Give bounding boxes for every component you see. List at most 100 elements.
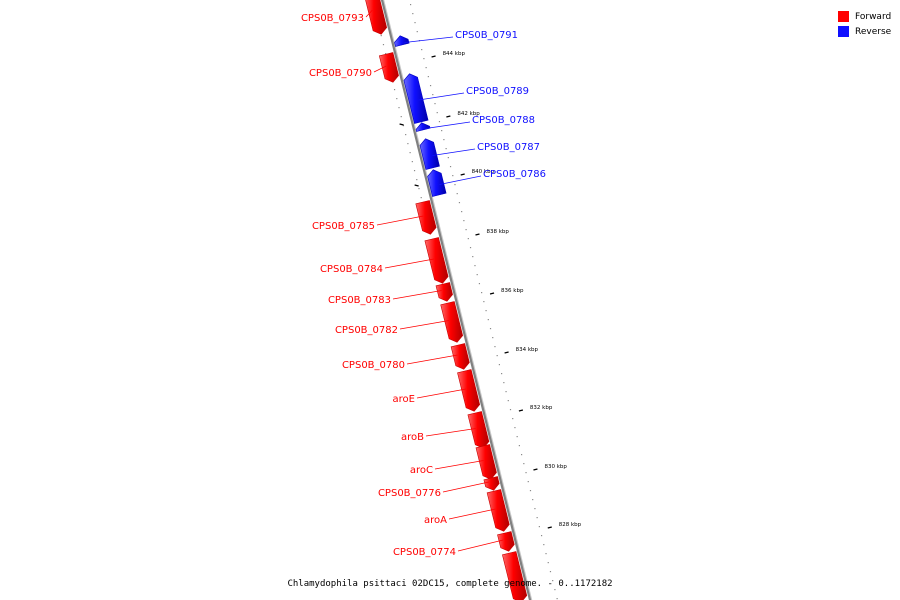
kbp-tick [518, 409, 524, 412]
tick-dot [432, 94, 434, 96]
tick-dot [496, 355, 498, 357]
gene-layer [365, 0, 528, 600]
tick-dot [449, 166, 452, 168]
kbp-tick-label: 828 kbp [559, 522, 582, 528]
tick-dot [416, 31, 418, 33]
tick-layer: 844 kbp 842 kbp 840 kbp 838 kbp 836 kbp 834 k… [370, 7, 582, 543]
tick-dot [534, 508, 536, 510]
tick-dot [409, 152, 411, 154]
kbp-tick-label: 838 kbp [486, 229, 509, 235]
minor-tick [414, 184, 419, 187]
gene-label-CPS0B_0782: CPS0B_0782 [335, 325, 398, 336]
gene-leader-line [439, 175, 482, 185]
gene-label-aroC: aroC [410, 465, 433, 476]
gene-label-CPS0B_0788: CPS0B_0788 [472, 115, 535, 126]
tick-dot [405, 134, 407, 136]
tick-dot [421, 49, 423, 51]
kbp-tick-label: 842 kbp [457, 111, 480, 117]
tick-dot [521, 454, 523, 456]
tick-dot [429, 85, 432, 87]
legend-item-reverse: Reverse [838, 24, 900, 39]
tick-dot [518, 445, 520, 447]
gene-arrow-CPS0B_0783 [435, 282, 453, 302]
gene-leader-line [418, 92, 465, 101]
gene-leader-line [448, 508, 496, 520]
gene-arrow-aroB [467, 411, 490, 449]
tick-dot [393, 89, 396, 91]
kbp-tick-label: 830 kbp [544, 464, 567, 470]
legend-label-forward: Forward [855, 11, 892, 22]
kbp-tick-label: 844 kbp [443, 51, 466, 57]
gene-arrow-CPS0B_0788 [415, 122, 431, 132]
tick-dot [469, 247, 472, 249]
tick-dot [536, 517, 538, 519]
tick-dot [540, 535, 543, 537]
tick-dot [476, 274, 478, 276]
tick-dot [527, 481, 529, 483]
gene-arrow-CPS0B_0791 [394, 35, 410, 47]
tick-dot [434, 103, 436, 105]
kbp-tick-label: 840 kbp [472, 169, 495, 175]
gene-leader-line [399, 320, 450, 330]
kbp-tick [431, 55, 436, 58]
tick-dot [512, 418, 514, 420]
gene-leader-line [432, 148, 476, 156]
tick-dot [505, 391, 507, 393]
gene-label-CPS0B_0793: CPS0B_0793 [301, 13, 364, 24]
tick-dot [509, 409, 512, 411]
tick-dot [465, 229, 467, 231]
tick-dot [474, 265, 476, 267]
gene-leader-line [373, 65, 387, 73]
tick-dot [492, 337, 494, 339]
gene-arrow-CPS0B_0787 [419, 138, 440, 170]
tick-dot [456, 193, 458, 195]
tick-dot [549, 571, 552, 573]
tick-dot [445, 148, 447, 150]
gene-label-CPS0B_0787: CPS0B_0787 [477, 142, 540, 153]
gene-label-CPS0B_0774: CPS0B_0774 [393, 547, 456, 558]
tick-dot [556, 598, 558, 600]
gene-arrow-CPS0B_0784 [424, 237, 449, 284]
gene-leader-line [392, 290, 442, 300]
tick-dot [516, 436, 518, 438]
backbone-shadow [382, 0, 533, 600]
gene-label-CPS0B_0789: CPS0B_0789 [466, 86, 529, 97]
gene-arrow-aroE [457, 369, 481, 412]
gene-leader-line [404, 36, 454, 43]
gene-label-CPS0B_0790: CPS0B_0790 [309, 68, 372, 79]
tick-dot [503, 382, 505, 384]
tick-dot [487, 319, 489, 321]
gene-label-aroB: aroB [401, 432, 424, 443]
gene-arrow-CPS0B_0785 [415, 200, 437, 235]
tick-dot [447, 157, 449, 159]
tick-dot [472, 256, 474, 258]
gene-arrow-CPS0B_0776 [483, 476, 500, 491]
backbone-layer [380, 0, 533, 600]
tick-dot [425, 67, 427, 69]
tick-dot [438, 121, 441, 123]
kbp-tick [547, 526, 552, 529]
gene-arrow-CPS0B_0782 [440, 301, 464, 343]
gene-label-CPS0B_0776: CPS0B_0776 [378, 488, 441, 499]
tick-dots-layer [371, 0, 558, 600]
tick-dot [454, 184, 456, 186]
kbp-tick [489, 292, 495, 295]
gene-leader-line [425, 428, 476, 437]
gene-leader-line [376, 215, 424, 226]
tick-dot [538, 526, 540, 528]
tick-dot [552, 580, 554, 582]
kbp-tick [460, 173, 465, 176]
tick-dot [407, 143, 409, 145]
tick-dot [547, 562, 549, 564]
tick-dot [507, 400, 509, 402]
tick-dot [481, 292, 483, 294]
tick-dot [441, 130, 443, 132]
reverse-swatch [838, 26, 849, 37]
tick-dot [414, 22, 416, 24]
gene-label-CPS0B_0791: CPS0B_0791 [455, 30, 518, 41]
tick-dot [485, 310, 487, 312]
gene-arrow-aroA [486, 489, 510, 532]
kbp-tick [504, 351, 509, 354]
gene-label-CPS0B_0783: CPS0B_0783 [328, 295, 391, 306]
